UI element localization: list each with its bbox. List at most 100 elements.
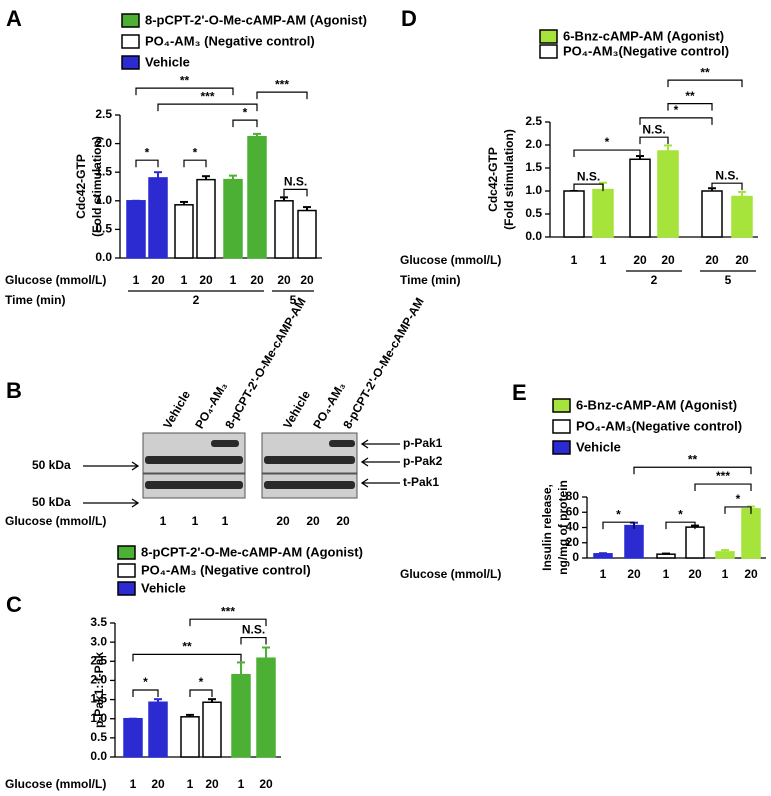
significance-bracket <box>573 149 641 158</box>
band <box>145 456 243 464</box>
y-tick-label: 0.0 <box>525 229 542 243</box>
x-tick-label: 20 <box>735 253 749 267</box>
significance-label: ** <box>700 65 710 79</box>
y-tick-label: 3.5 <box>90 615 107 629</box>
bar <box>629 158 651 238</box>
y-tick-label: 40 <box>566 520 580 534</box>
y-tick-label: 1.5 <box>90 692 107 706</box>
y-tick-label: 0.5 <box>90 730 107 744</box>
significance-bracket <box>157 103 258 112</box>
significance-bracket <box>573 183 604 192</box>
y-tick-label: 1.5 <box>95 164 112 178</box>
y-axis-label: (Fold stimulation) <box>90 136 104 237</box>
significance-bracket <box>189 618 267 627</box>
significance-bracket <box>135 87 234 96</box>
x-tick-label: 20 <box>205 777 219 791</box>
significance-label: *** <box>200 89 214 103</box>
y-tick-label: 2.5 <box>90 653 107 667</box>
x-tick-label: 20 <box>705 253 719 267</box>
glucose-label: Glucose (mmol/L) <box>5 514 106 528</box>
time-group-label: 2 <box>651 273 658 287</box>
significance-bracket <box>667 103 713 111</box>
significance-bracket <box>665 521 696 530</box>
x-axis-label: Glucose (mmol/L) <box>400 253 501 267</box>
significance-label: * <box>605 135 610 149</box>
significance-label: ** <box>182 640 192 654</box>
legend-label: Vehicle <box>145 54 190 69</box>
y-tick-label: 2.0 <box>525 137 542 151</box>
legend-swatch <box>552 440 571 455</box>
panel-letter: A <box>6 6 22 31</box>
bar <box>202 701 222 758</box>
significance-bracket <box>132 689 159 697</box>
legend-label: 6-Bnz-cAMP-AM (Agonist) <box>576 397 737 412</box>
bar <box>701 190 723 238</box>
y-axis-label: ng/mg of protein <box>556 480 570 575</box>
marker-label: 50 kDa <box>32 458 71 472</box>
marker-arrow <box>83 461 140 471</box>
lane-label: Vehicle <box>280 388 313 431</box>
x-tick-label: 20 <box>744 567 758 581</box>
panel-letter: E <box>512 380 527 405</box>
legend-label: PO₄-AM₃ (Negative control) <box>145 33 315 48</box>
significance-label: * <box>674 103 679 117</box>
significance-bracket <box>602 521 635 530</box>
glucose-value: 20 <box>336 514 350 528</box>
significance-bracket <box>183 159 207 168</box>
time-group-label: 5 <box>725 273 732 287</box>
y-tick-label: 2.5 <box>95 107 112 121</box>
significance-label: N.S. <box>577 169 600 183</box>
significance-bracket <box>189 689 213 697</box>
y-axis-label: p-Pak1: t-Pak <box>92 652 106 728</box>
x-tick-label: 1 <box>571 253 578 267</box>
x-tick-label: 20 <box>688 567 702 581</box>
bar <box>256 657 276 758</box>
blot-top-left <box>142 432 246 474</box>
y-tick-label: 1.5 <box>525 160 542 174</box>
x-tick-label: 20 <box>250 273 264 287</box>
significance-label: *** <box>221 604 235 618</box>
band <box>145 481 243 489</box>
significance-bracket <box>232 119 258 128</box>
legend-label: Vehicle <box>576 439 621 454</box>
significance-label: * <box>193 145 198 159</box>
legend-swatch <box>117 581 136 596</box>
bar <box>123 717 143 758</box>
significance-label: * <box>736 492 741 506</box>
band <box>264 456 355 464</box>
y-tick-label: 60 <box>566 504 580 518</box>
bar <box>196 178 216 259</box>
significance-bracket <box>135 159 159 168</box>
y-axis-label: (Fold stimulation) <box>502 129 516 230</box>
significance-label: * <box>243 105 248 119</box>
legend-swatch <box>121 34 140 49</box>
significance-label: * <box>199 675 204 689</box>
significance-label: *** <box>716 469 730 483</box>
band-label: p-Pak2 <box>403 454 443 468</box>
legend-swatch <box>121 13 140 28</box>
y-tick-label: 2.5 <box>525 114 542 128</box>
y-tick-label: 20 <box>566 535 580 549</box>
significance-label: ** <box>685 89 695 103</box>
legend-label: PO₄-AM₃(Negative control) <box>576 418 742 433</box>
legend-swatch <box>539 29 558 44</box>
bar <box>656 553 676 559</box>
marker-label: 50 kDa <box>32 495 71 509</box>
y-tick-label: 0 <box>572 550 579 564</box>
x-axis-label: Glucose (mmol/L) <box>400 567 501 581</box>
legend-label: 6-Bnz-cAMP-AM (Agonist) <box>563 28 724 43</box>
x-tick-label: 20 <box>199 273 213 287</box>
y-tick-label: 0.5 <box>95 222 112 236</box>
x-axis-label: Glucose (mmol/L) <box>5 777 106 791</box>
blot-top-right <box>261 432 358 474</box>
panel-letter: B <box>6 378 22 403</box>
legend-label: 8-pCPT-2'-O-Me-cAMP-AM (Agonist) <box>141 544 363 559</box>
x-tick-label: 20 <box>661 253 675 267</box>
band <box>211 440 239 447</box>
x-tick-label: 20 <box>259 777 273 791</box>
lane-label: Vehicle <box>160 388 193 431</box>
bar <box>593 553 613 559</box>
x-tick-label: 1 <box>230 273 237 287</box>
x-tick-label: 1 <box>187 777 194 791</box>
bar <box>148 177 168 259</box>
